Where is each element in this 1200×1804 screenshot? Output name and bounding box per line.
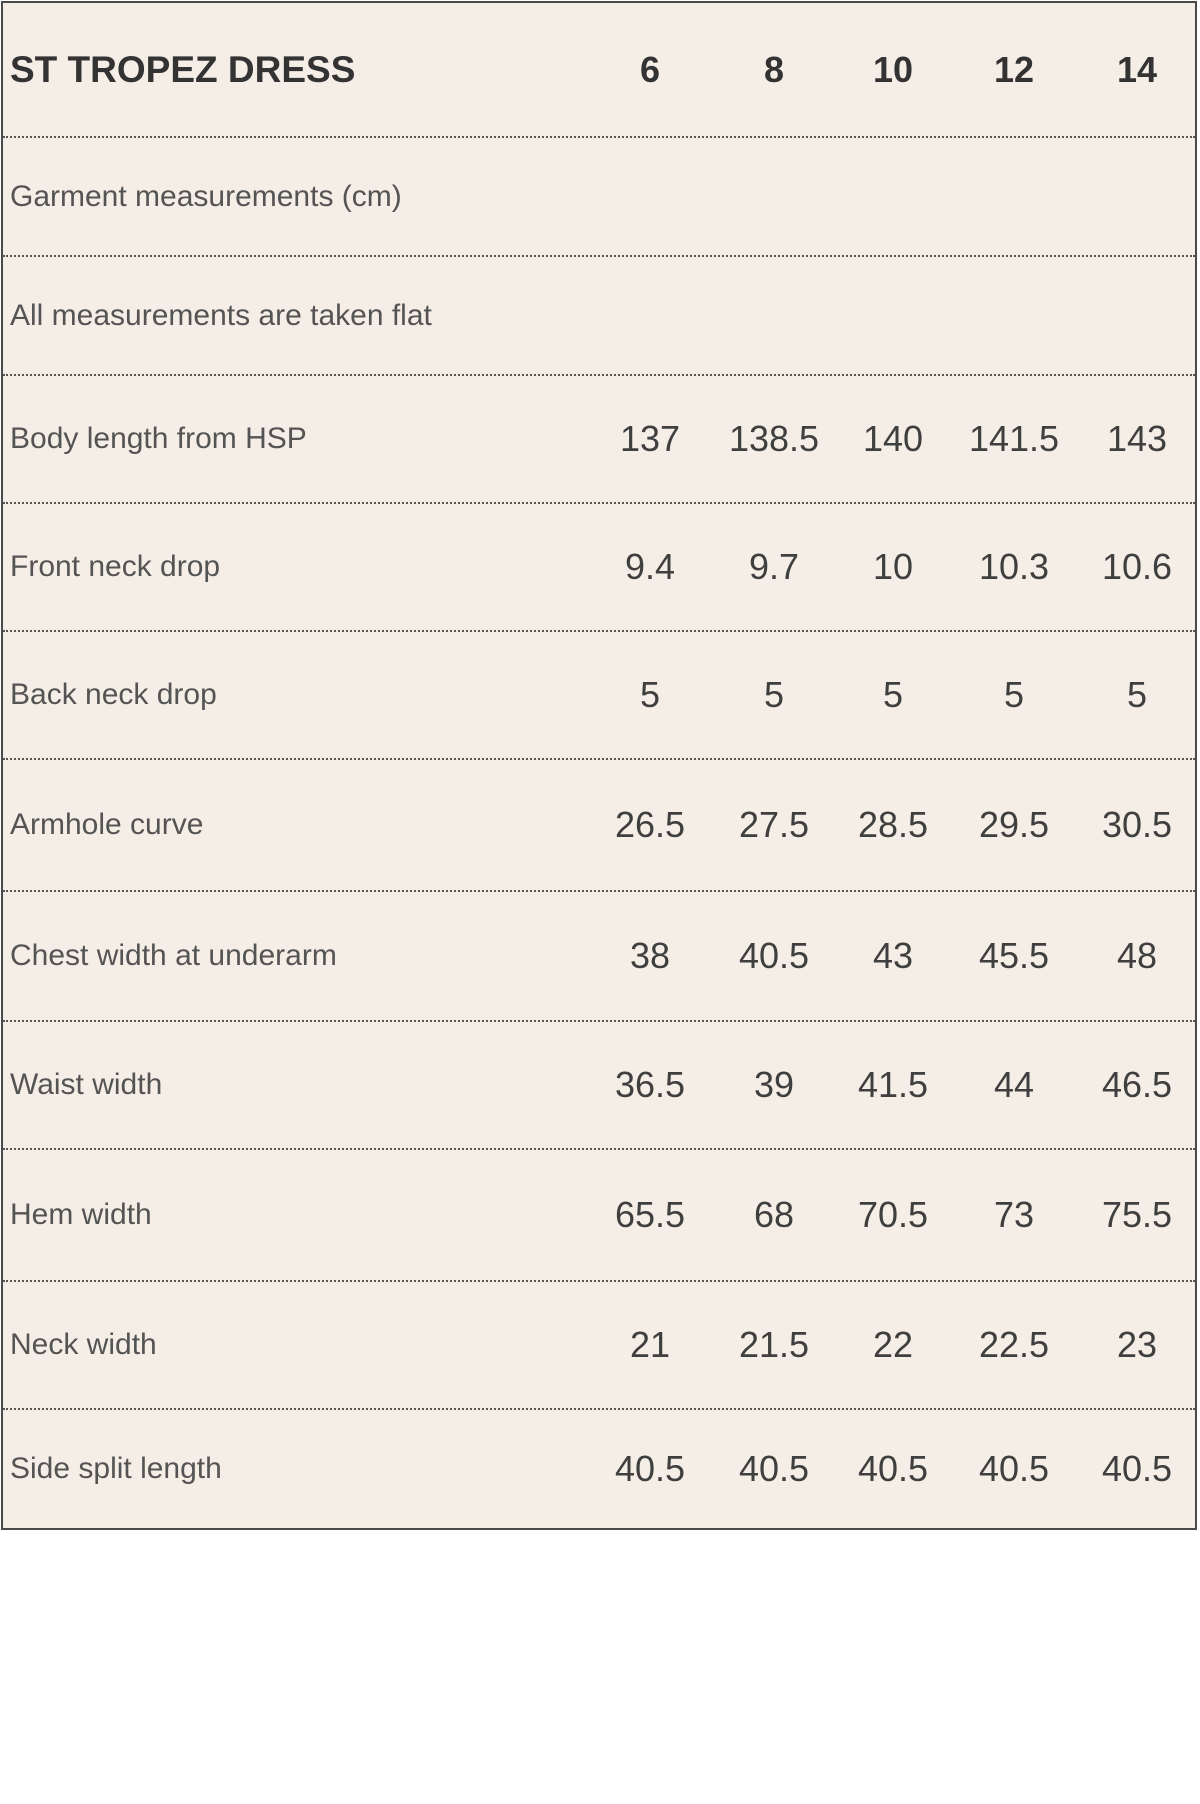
size-header: 8 [763,48,785,90]
row-value: 75.5 [1101,1194,1173,1235]
row-value: 140 [862,418,924,459]
row-value: 26.5 [614,804,686,845]
row-value: 40.5 [738,1448,810,1489]
row-value: 39 [753,1064,795,1105]
row-value: 70.5 [857,1194,929,1235]
row-value: 138.5 [728,418,820,459]
row-label: Chest width at underarm [10,939,337,972]
row-value: 143 [1106,418,1168,459]
row-value: 28.5 [857,804,929,845]
note-text: Garment measurements (cm) [10,179,402,213]
size-header: 6 [639,48,661,90]
row-value: 41.5 [857,1064,929,1105]
row-value: 5 [1126,674,1148,715]
row-value: 40.5 [738,935,810,976]
table-row: Chest width at underarm 38 40.5 43 45.5 … [3,892,1195,1022]
row-value: 23 [1116,1324,1158,1365]
row-label: Front neck drop [10,550,221,583]
row-value: 21.5 [738,1324,810,1365]
row-label: Hem width [10,1198,152,1231]
row-value: 40.5 [978,1448,1050,1489]
size-header: 14 [1116,48,1158,90]
row-label: Body length from HSP [10,422,307,455]
table-row: Side split length 40.5 40.5 40.5 40.5 40… [3,1410,1195,1528]
header-row: ST TROPEZ DRESS 6 8 10 12 14 [3,3,1195,138]
row-value: 29.5 [978,804,1050,845]
row-value: 5 [882,674,904,715]
row-label: Neck width [10,1328,157,1361]
table-title: ST TROPEZ DRESS [10,48,356,90]
row-value: 30.5 [1101,804,1173,845]
row-value: 45.5 [978,935,1050,976]
note-row: All measurements are taken flat [3,257,1195,376]
row-value: 44 [993,1064,1035,1105]
row-value: 10.6 [1101,546,1173,587]
table-row: Hem width 65.5 68 70.5 73 75.5 [3,1150,1195,1282]
row-label: Back neck drop [10,678,217,711]
table-row: Front neck drop 9.4 9.7 10 10.3 10.6 [3,504,1195,632]
row-value: 10.3 [978,546,1050,587]
note-row: Garment measurements (cm) [3,138,1195,257]
row-value: 22.5 [978,1324,1050,1365]
row-value: 46.5 [1101,1064,1173,1105]
row-value: 5 [763,674,785,715]
row-value: 9.4 [624,546,676,587]
row-value: 36.5 [614,1064,686,1105]
row-label: Waist width [10,1068,163,1101]
row-value: 137 [619,418,681,459]
row-value: 5 [1003,674,1025,715]
row-value: 9.7 [748,546,800,587]
table-row: Back neck drop 5 5 5 5 5 [3,632,1195,760]
size-header: 10 [872,48,914,90]
row-value: 21 [629,1324,671,1365]
row-value: 22 [872,1324,914,1365]
table-row: Armhole curve 26.5 27.5 28.5 29.5 30.5 [3,760,1195,892]
table-row: Body length from HSP 137 138.5 140 141.5… [3,376,1195,504]
size-header: 12 [993,48,1035,90]
row-value: 38 [629,935,671,976]
row-value: 27.5 [738,804,810,845]
row-label: Side split length [10,1452,222,1485]
row-value: 40.5 [857,1448,929,1489]
row-value: 5 [639,674,661,715]
row-value: 40.5 [1101,1448,1173,1489]
table-row: Waist width 36.5 39 41.5 44 46.5 [3,1022,1195,1150]
row-label: Armhole curve [10,808,204,841]
row-value: 73 [993,1194,1035,1235]
row-value: 68 [753,1194,795,1235]
row-value: 43 [872,935,914,976]
row-value: 141.5 [968,418,1060,459]
row-value: 10 [872,546,914,587]
row-value: 40.5 [614,1448,686,1489]
note-text: All measurements are taken flat [10,298,432,332]
row-value: 48 [1116,935,1158,976]
table-row: Neck width 21 21.5 22 22.5 23 [3,1282,1195,1410]
row-value: 65.5 [614,1194,686,1235]
size-chart-table: ST TROPEZ DRESS 6 8 10 12 14 Garment mea… [1,1,1197,1530]
